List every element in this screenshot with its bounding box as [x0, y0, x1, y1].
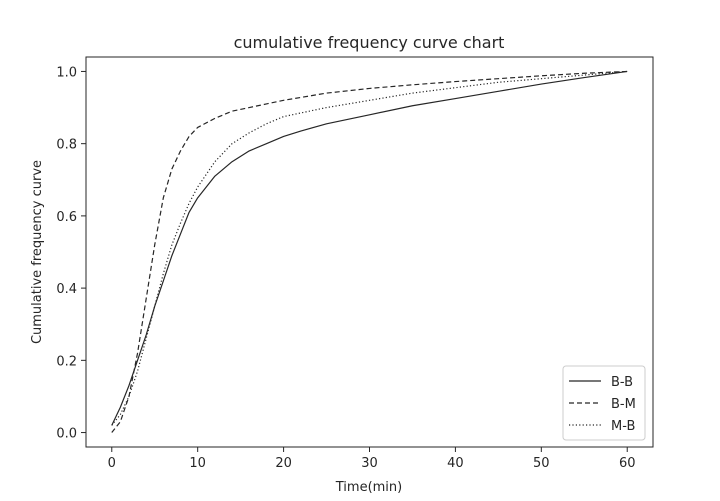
- x-tick-label: 20: [275, 456, 292, 471]
- legend-box: [562, 365, 646, 441]
- y-tick-label: 0.2: [56, 354, 77, 369]
- legend-label-b-m: B-M: [611, 397, 636, 412]
- legend: B-B B-M M-B: [562, 365, 646, 441]
- y-tick-label: 0.8: [56, 138, 77, 153]
- chart-title: cumulative frequency curve chart: [234, 33, 505, 52]
- x-tick-label: 60: [619, 456, 636, 471]
- series-line-b-m: [111, 70, 628, 433]
- y-tick-label: 0.6: [56, 210, 77, 225]
- plot-area: 0 10 20 30 40 50 60 0.0 0.2 0.4 0.6 0.8 1.0: [56, 56, 654, 471]
- x-tick-label: 50: [533, 456, 550, 471]
- x-tick-label: 40: [447, 456, 464, 471]
- y-axis-label: Cumulative frequency curve: [30, 160, 45, 344]
- y-tick-label: 1.0: [56, 65, 77, 80]
- x-tick-label: 30: [361, 456, 378, 471]
- x-axis-label: Time(min): [335, 480, 402, 495]
- legend-label-b-b: B-B: [611, 375, 633, 390]
- x-tick-label: 10: [189, 456, 206, 471]
- legend-label-m-b: M-B: [611, 419, 635, 434]
- y-tick-label: 0.0: [56, 427, 77, 442]
- series-line-b-b: [111, 70, 628, 426]
- series-line-m-b: [111, 70, 628, 426]
- x-tick-label: 0: [108, 456, 116, 471]
- y-tick-label: 0.4: [56, 282, 77, 297]
